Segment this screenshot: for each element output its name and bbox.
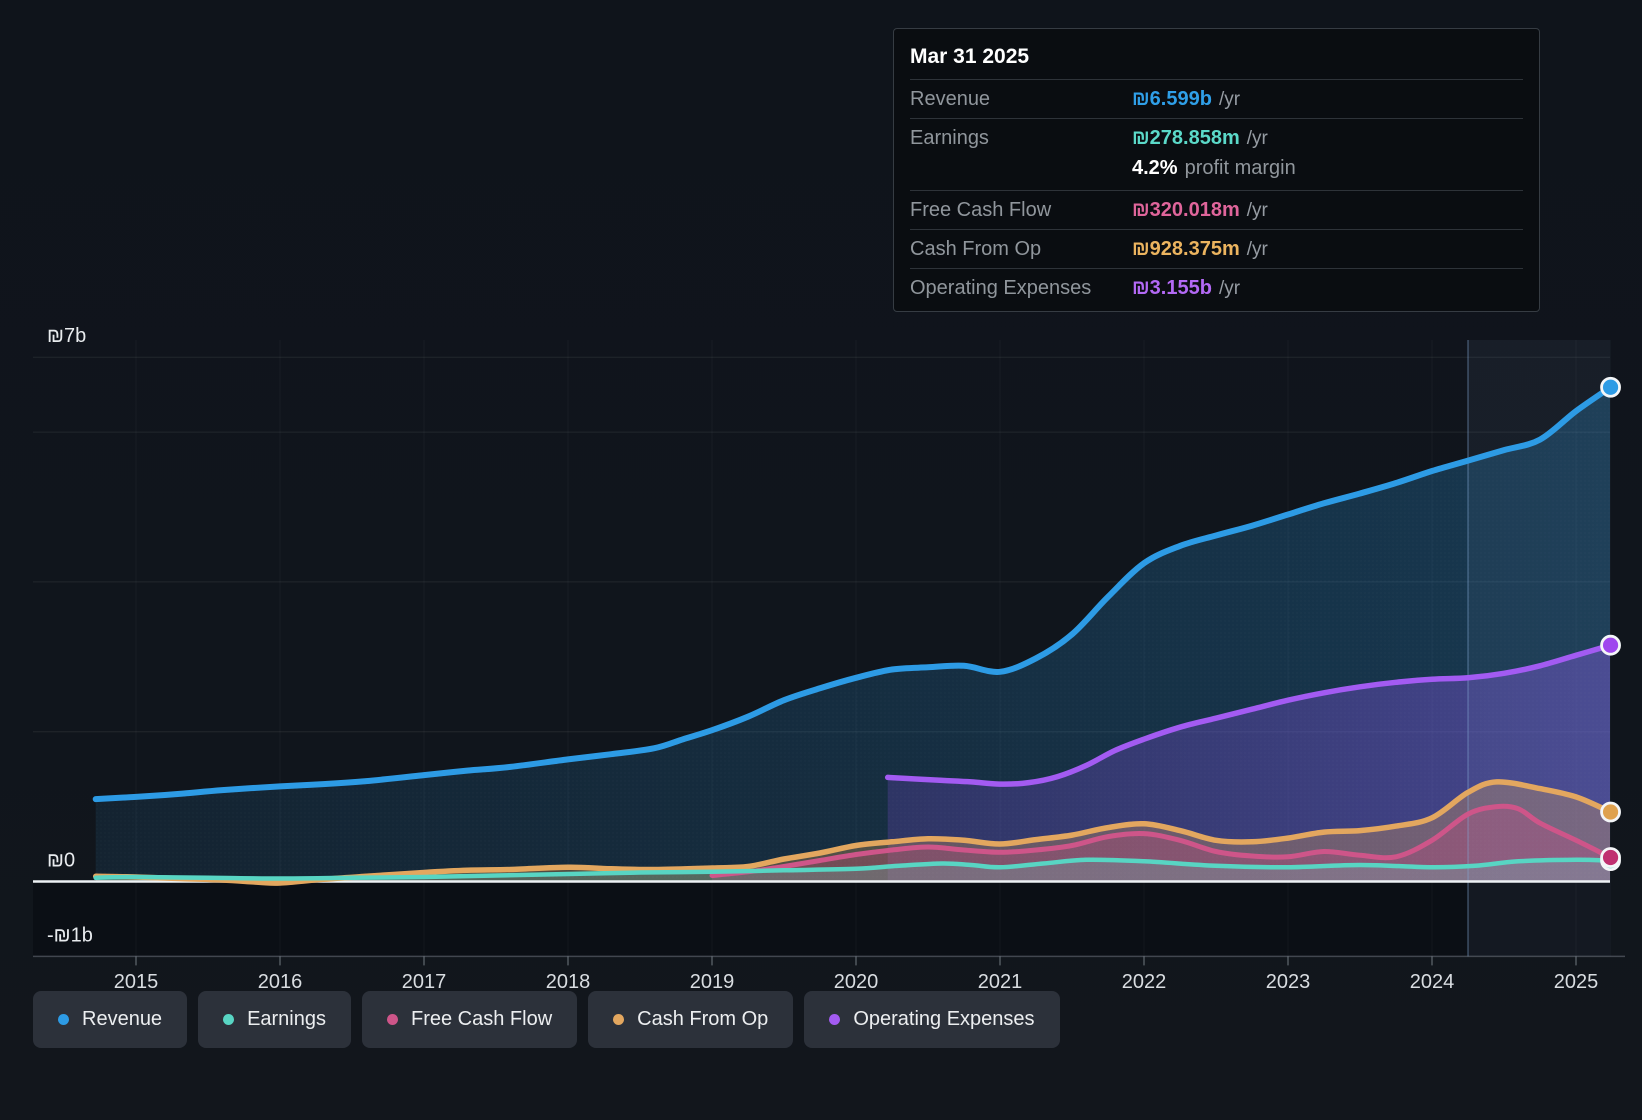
x-axis-label: 2023 — [1266, 971, 1311, 993]
tooltip-label: Free Cash Flow — [910, 199, 1052, 221]
series-color-dot-revenue — [58, 1014, 69, 1025]
series-color-dot-earnings — [223, 1014, 235, 1025]
tooltip-suffix: /yr — [1246, 200, 1268, 221]
tooltip-card: Mar 31 2025 Revenue ₪6.599b /yr Earnings… — [893, 28, 1540, 312]
x-axis-label: 2018 — [546, 971, 591, 993]
tooltip-row-operating-expenses: Operating Expenses ₪3.155b /yr — [910, 268, 1523, 307]
tooltip-row-free-cash-flow: Free Cash Flow ₪320.018m /yr — [910, 190, 1523, 229]
legend-label: Revenue — [82, 1008, 163, 1030]
y-axis-label: -₪1b — [47, 924, 93, 946]
line-free-cash-flow — [709, 803, 1610, 878]
tooltip-value: ₪6.599b — [1132, 88, 1212, 110]
series-color-dot-free-cash-flow — [387, 1014, 398, 1025]
y-axis: ₪7b ₪0 -₪1b — [47, 325, 93, 946]
fill-texture — [95, 387, 1610, 882]
below-zero-region — [33, 881, 1610, 957]
tooltip-suffix: /yr — [1246, 128, 1268, 149]
legend-item-free-cash-flow[interactable]: Free Cash Flow — [362, 991, 578, 1048]
line-operating-expenses — [884, 642, 1610, 787]
x-axis-label: 2024 — [1410, 971, 1455, 993]
tooltip-label: Cash From Op — [910, 238, 1042, 260]
legend-label: Free Cash Flow — [411, 1008, 553, 1030]
profit-margin-value: 4.2% — [1132, 157, 1178, 179]
x-axis-label: 2015 — [114, 971, 159, 993]
series-lines — [92, 384, 1610, 886]
tooltip-label: Operating Expenses — [910, 277, 1092, 299]
tooltip-value: ₪320.018m — [1132, 199, 1240, 221]
x-axis: 2015 2016 2017 2018 2019 2020 2021 2022 2023 2024… — [33, 955, 1625, 993]
marker-free-cash-flow — [1600, 847, 1621, 868]
series-color-dot-operating-expenses — [829, 1014, 841, 1025]
tooltip-value: ₪3.155b — [1132, 277, 1212, 299]
tooltip-suffix: /yr — [1218, 89, 1241, 110]
y-axis-label: ₪0 — [47, 850, 75, 872]
marker-operating-expenses — [1600, 634, 1621, 656]
tooltip-row-earnings: Earnings ₪278.858m /yr — [910, 118, 1523, 157]
x-axis-label: 2022 — [1122, 971, 1167, 993]
tooltip-value: ₪928.375m — [1132, 238, 1240, 260]
x-axis-label: 2021 — [978, 971, 1023, 993]
x-axis-label: 2017 — [402, 971, 447, 993]
legend-item-cash-from-op[interactable]: Cash From Op — [588, 991, 794, 1048]
x-axis-label: 2020 — [834, 971, 879, 993]
legend-item-revenue[interactable]: Revenue — [33, 991, 188, 1048]
tooltip-row-cash-from-op: Cash From Op ₪928.375m /yr — [910, 229, 1523, 268]
tooltip-label: Earnings — [910, 127, 989, 149]
legend-item-operating-expenses[interactable]: Operating Expenses — [804, 991, 1060, 1048]
tooltip-row-revenue: Revenue ₪6.599b /yr — [910, 79, 1523, 118]
x-axis-label: 2019 — [690, 971, 735, 993]
legend-label: Operating Expenses — [853, 1008, 1035, 1030]
tooltip-row-profit-margin: 4.2% profit margin — [910, 157, 1523, 190]
line-revenue — [92, 384, 1610, 803]
profit-margin-label: profit margin — [1184, 157, 1296, 179]
legend-item-earnings[interactable]: Earnings — [198, 991, 351, 1048]
marker-revenue — [1600, 376, 1621, 398]
series-color-dot-cash-from-op — [613, 1014, 625, 1025]
y-axis-label: ₪7b — [47, 325, 86, 347]
legend-label: Earnings — [247, 1008, 326, 1030]
tooltip-suffix: /yr — [1218, 278, 1241, 299]
tooltip-suffix: /yr — [1246, 239, 1268, 260]
marker-cash-from-op — [1600, 801, 1621, 823]
tooltip-value: ₪278.858m — [1132, 127, 1240, 149]
legend-label: Cash From Op — [637, 1008, 769, 1030]
chart-legend: Revenue Earnings Free Cash Flow Cash Fro… — [33, 991, 1060, 1048]
line-earnings — [93, 857, 1610, 881]
x-axis-label: 2025 — [1554, 971, 1599, 993]
tooltip-label: Revenue — [910, 88, 991, 110]
end-markers — [1600, 376, 1621, 872]
x-axis-label: 2016 — [258, 971, 303, 993]
tooltip-date-title: Mar 31 2025 — [910, 45, 1030, 68]
